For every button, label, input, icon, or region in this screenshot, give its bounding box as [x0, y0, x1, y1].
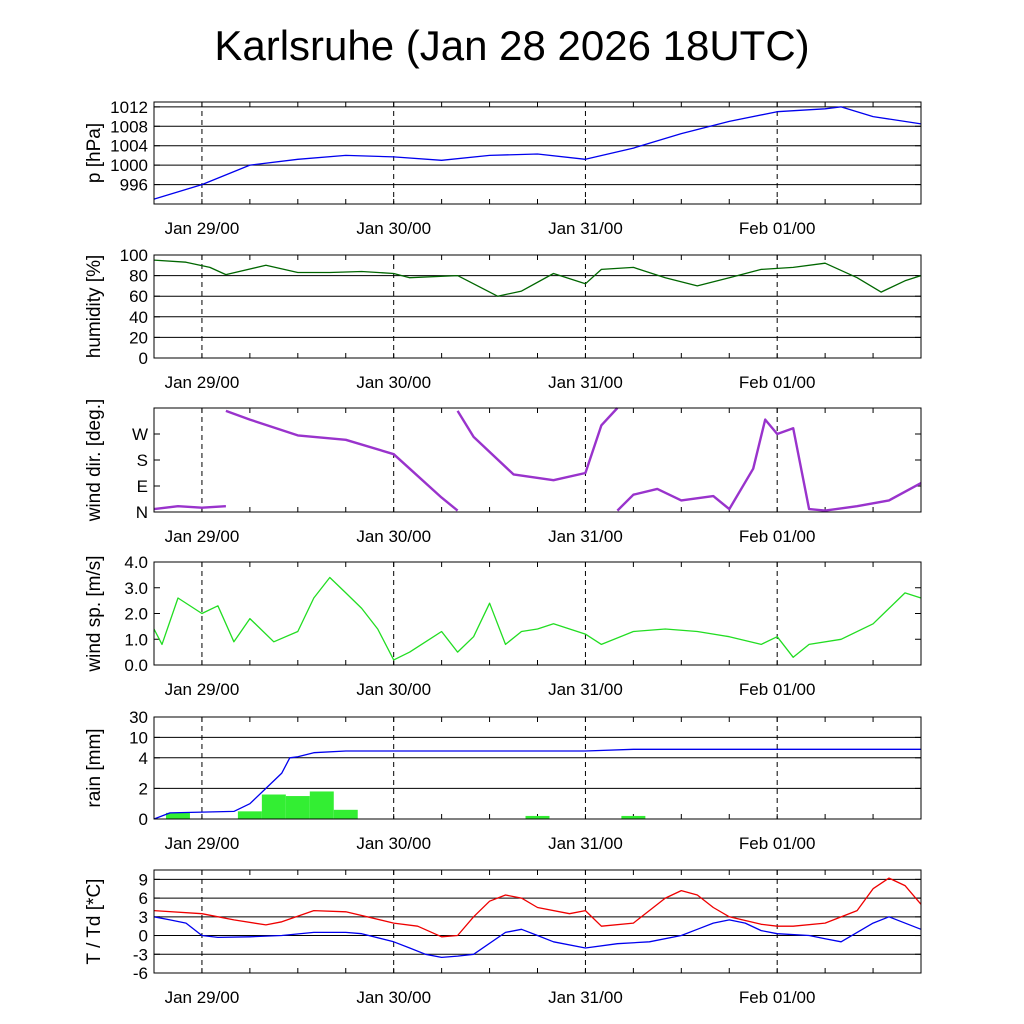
y-tick-label: 0	[139, 349, 148, 368]
rain-bar	[285, 796, 310, 819]
y-tick-label: 4.0	[124, 553, 148, 572]
y-tick-label: 60	[129, 287, 148, 306]
y-tick-label: -6	[133, 964, 148, 983]
y-tick-label: 0.0	[124, 656, 148, 675]
x-tick-label: Jan 29/00	[165, 834, 240, 853]
series-line-0	[153, 748, 921, 820]
y-tick-label: 80	[129, 267, 148, 286]
y-tick-label: 1012	[110, 98, 148, 117]
x-tick-label: Jan 29/00	[165, 988, 240, 1007]
rain-bar	[165, 812, 190, 819]
rain-bar	[309, 791, 334, 819]
x-tick-label: Jan 30/00	[356, 219, 431, 238]
series-line-1	[225, 409, 459, 512]
y-tick-label: 1008	[110, 117, 148, 136]
plot-frame	[153, 254, 922, 359]
series-line-1	[153, 916, 922, 959]
y-tick-label: 6	[139, 889, 148, 908]
y-tick-label: 0	[139, 927, 148, 946]
y-axis-label: p [hPa]	[84, 123, 105, 183]
series-line-0	[153, 259, 922, 297]
y-tick-label: E	[137, 477, 148, 496]
x-tick-label: Jan 31/00	[548, 219, 623, 238]
x-tick-label: Jan 30/00	[356, 527, 431, 546]
x-tick-label: Feb 01/00	[739, 527, 816, 546]
y-tick-label: 20	[129, 328, 148, 347]
rain-bar	[237, 811, 262, 819]
y-tick-label: 3	[139, 908, 148, 927]
series-line-3	[616, 418, 922, 512]
y-tick-label: 1.0	[124, 630, 148, 649]
series-line-0	[153, 877, 922, 938]
x-tick-label: Jan 30/00	[356, 988, 431, 1007]
y-tick-label: 2	[139, 779, 148, 798]
y-tick-label: W	[132, 425, 148, 444]
rain-bar	[333, 809, 358, 819]
x-tick-label: Jan 31/00	[548, 988, 623, 1007]
y-tick-label: 9	[139, 870, 148, 889]
y-axis-label: wind sp. [m/s]	[84, 555, 105, 672]
plot-frame	[153, 561, 922, 666]
y-tick-label: 0	[139, 810, 148, 829]
y-tick-label: S	[137, 451, 148, 470]
y-tick-label: N	[136, 503, 148, 522]
y-tick-label: 10	[129, 728, 148, 747]
y-tick-label: 40	[129, 308, 148, 327]
x-tick-label: Jan 30/00	[356, 680, 431, 699]
x-tick-label: Jan 31/00	[548, 527, 623, 546]
y-axis-label: T / Td [*C]	[84, 879, 105, 965]
plot-frame	[153, 716, 922, 820]
series-line-0	[153, 576, 922, 661]
y-tick-label: 30	[129, 708, 148, 727]
y-tick-label: 996	[120, 176, 148, 195]
x-tick-label: Jan 30/00	[356, 373, 431, 392]
rain-bar	[621, 815, 646, 819]
x-tick-label: Feb 01/00	[739, 834, 816, 853]
x-tick-label: Jan 29/00	[165, 680, 240, 699]
chart-title: Karlsruhe (Jan 28 2026 18UTC)	[214, 22, 810, 69]
y-tick-label: 4	[139, 749, 148, 768]
plot-frame	[153, 101, 922, 205]
y-tick-label: -3	[133, 945, 148, 964]
x-tick-label: Jan 31/00	[548, 373, 623, 392]
y-tick-label: 1000	[110, 156, 148, 175]
rain-bar	[525, 815, 550, 819]
y-tick-label: 2.0	[124, 605, 148, 624]
x-tick-label: Jan 29/00	[165, 373, 240, 392]
plot-frame	[153, 407, 922, 513]
panel-3: 0.0 1.0 2.0 3.0 4.0 Jan 29/00 Jan 30/00 Jan 31/…	[84, 553, 922, 699]
series-line-0	[153, 106, 922, 200]
series-line-0	[153, 505, 226, 511]
x-tick-label: Feb 01/00	[739, 988, 816, 1007]
y-axis-label: humidity [%]	[84, 255, 105, 358]
x-tick-label: Jan 29/00	[165, 527, 240, 546]
x-tick-label: Feb 01/00	[739, 373, 816, 392]
y-axis-label: wind dir. [deg.]	[84, 399, 105, 523]
y-tick-label: 100	[120, 246, 148, 265]
series-line-2	[456, 407, 619, 482]
x-tick-label: Jan 29/00	[165, 219, 240, 238]
y-tick-label: 3.0	[124, 579, 148, 598]
x-tick-label: Jan 31/00	[548, 680, 623, 699]
rain-bar	[261, 794, 286, 819]
y-tick-label: 1004	[110, 137, 148, 156]
y-axis-label: rain [mm]	[84, 728, 105, 807]
x-tick-label: Jan 31/00	[548, 834, 623, 853]
x-tick-label: Feb 01/00	[739, 219, 816, 238]
plot-frame	[153, 869, 922, 974]
x-tick-label: Jan 30/00	[356, 834, 431, 853]
x-tick-label: Feb 01/00	[739, 680, 816, 699]
